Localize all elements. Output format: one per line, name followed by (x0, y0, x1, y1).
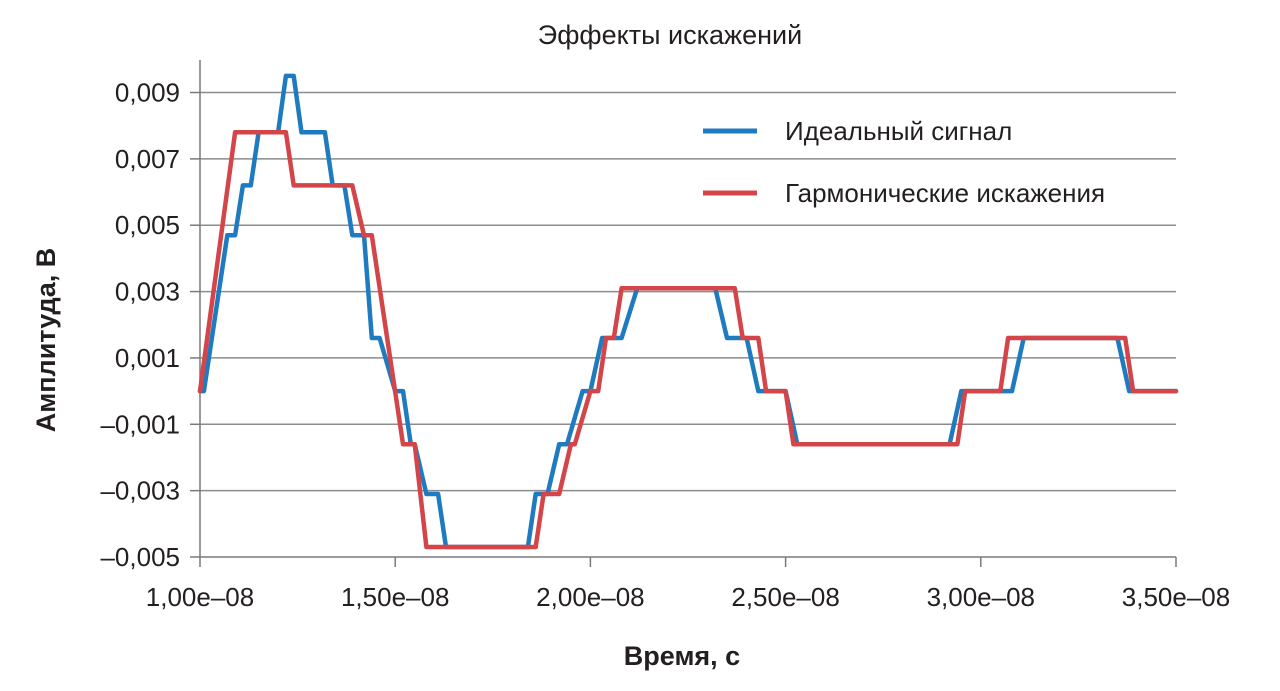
legend-label-2: Гармонические искажения (785, 178, 1105, 208)
y-axis-label: Амплитуда, В (31, 248, 61, 432)
x-tick-label: 2,00e–08 (536, 582, 644, 612)
x-tick-label: 3,50e–08 (1122, 582, 1230, 612)
y-tick-label: –0,005 (100, 542, 180, 572)
series-lines (197, 73, 1179, 550)
x-tick-label: 3,00e–08 (927, 582, 1035, 612)
y-tick-label: –0,003 (100, 476, 180, 506)
axes (199, 60, 1176, 558)
y-tick-label: 0,001 (115, 343, 180, 373)
chart-title: Эффекты искажений (538, 20, 802, 50)
x-tick-label: 2,50e–08 (731, 582, 839, 612)
y-tick-label: 0,005 (115, 210, 180, 240)
x-tick-label: 1,50e–08 (341, 582, 449, 612)
series-line-2 (197, 130, 1179, 550)
legend: Идеальный сигнал Гармонические искажения (703, 116, 1105, 208)
y-tick-label: 0,009 (115, 78, 180, 108)
series-line-1 (197, 73, 1179, 550)
x-tick-labels: 1,00e–08 1,50e–08 2,00e–08 2,50e–08 3,00e–08… (146, 557, 1230, 612)
legend-label-1: Идеальный сигнал (785, 116, 1012, 146)
y-tick-label: 0,003 (115, 277, 180, 307)
y-tick-label: –0,001 (100, 409, 180, 439)
y-tick-labels: 0,009 0,007 0,005 0,003 0,001 –0,001 –0,003 –0,… (100, 78, 180, 572)
grid-lines (190, 91, 1176, 558)
y-tick-label: 0,007 (115, 144, 180, 174)
x-axis-label: Время, с (624, 641, 740, 671)
x-tick-label: 1,00e–08 (146, 582, 254, 612)
